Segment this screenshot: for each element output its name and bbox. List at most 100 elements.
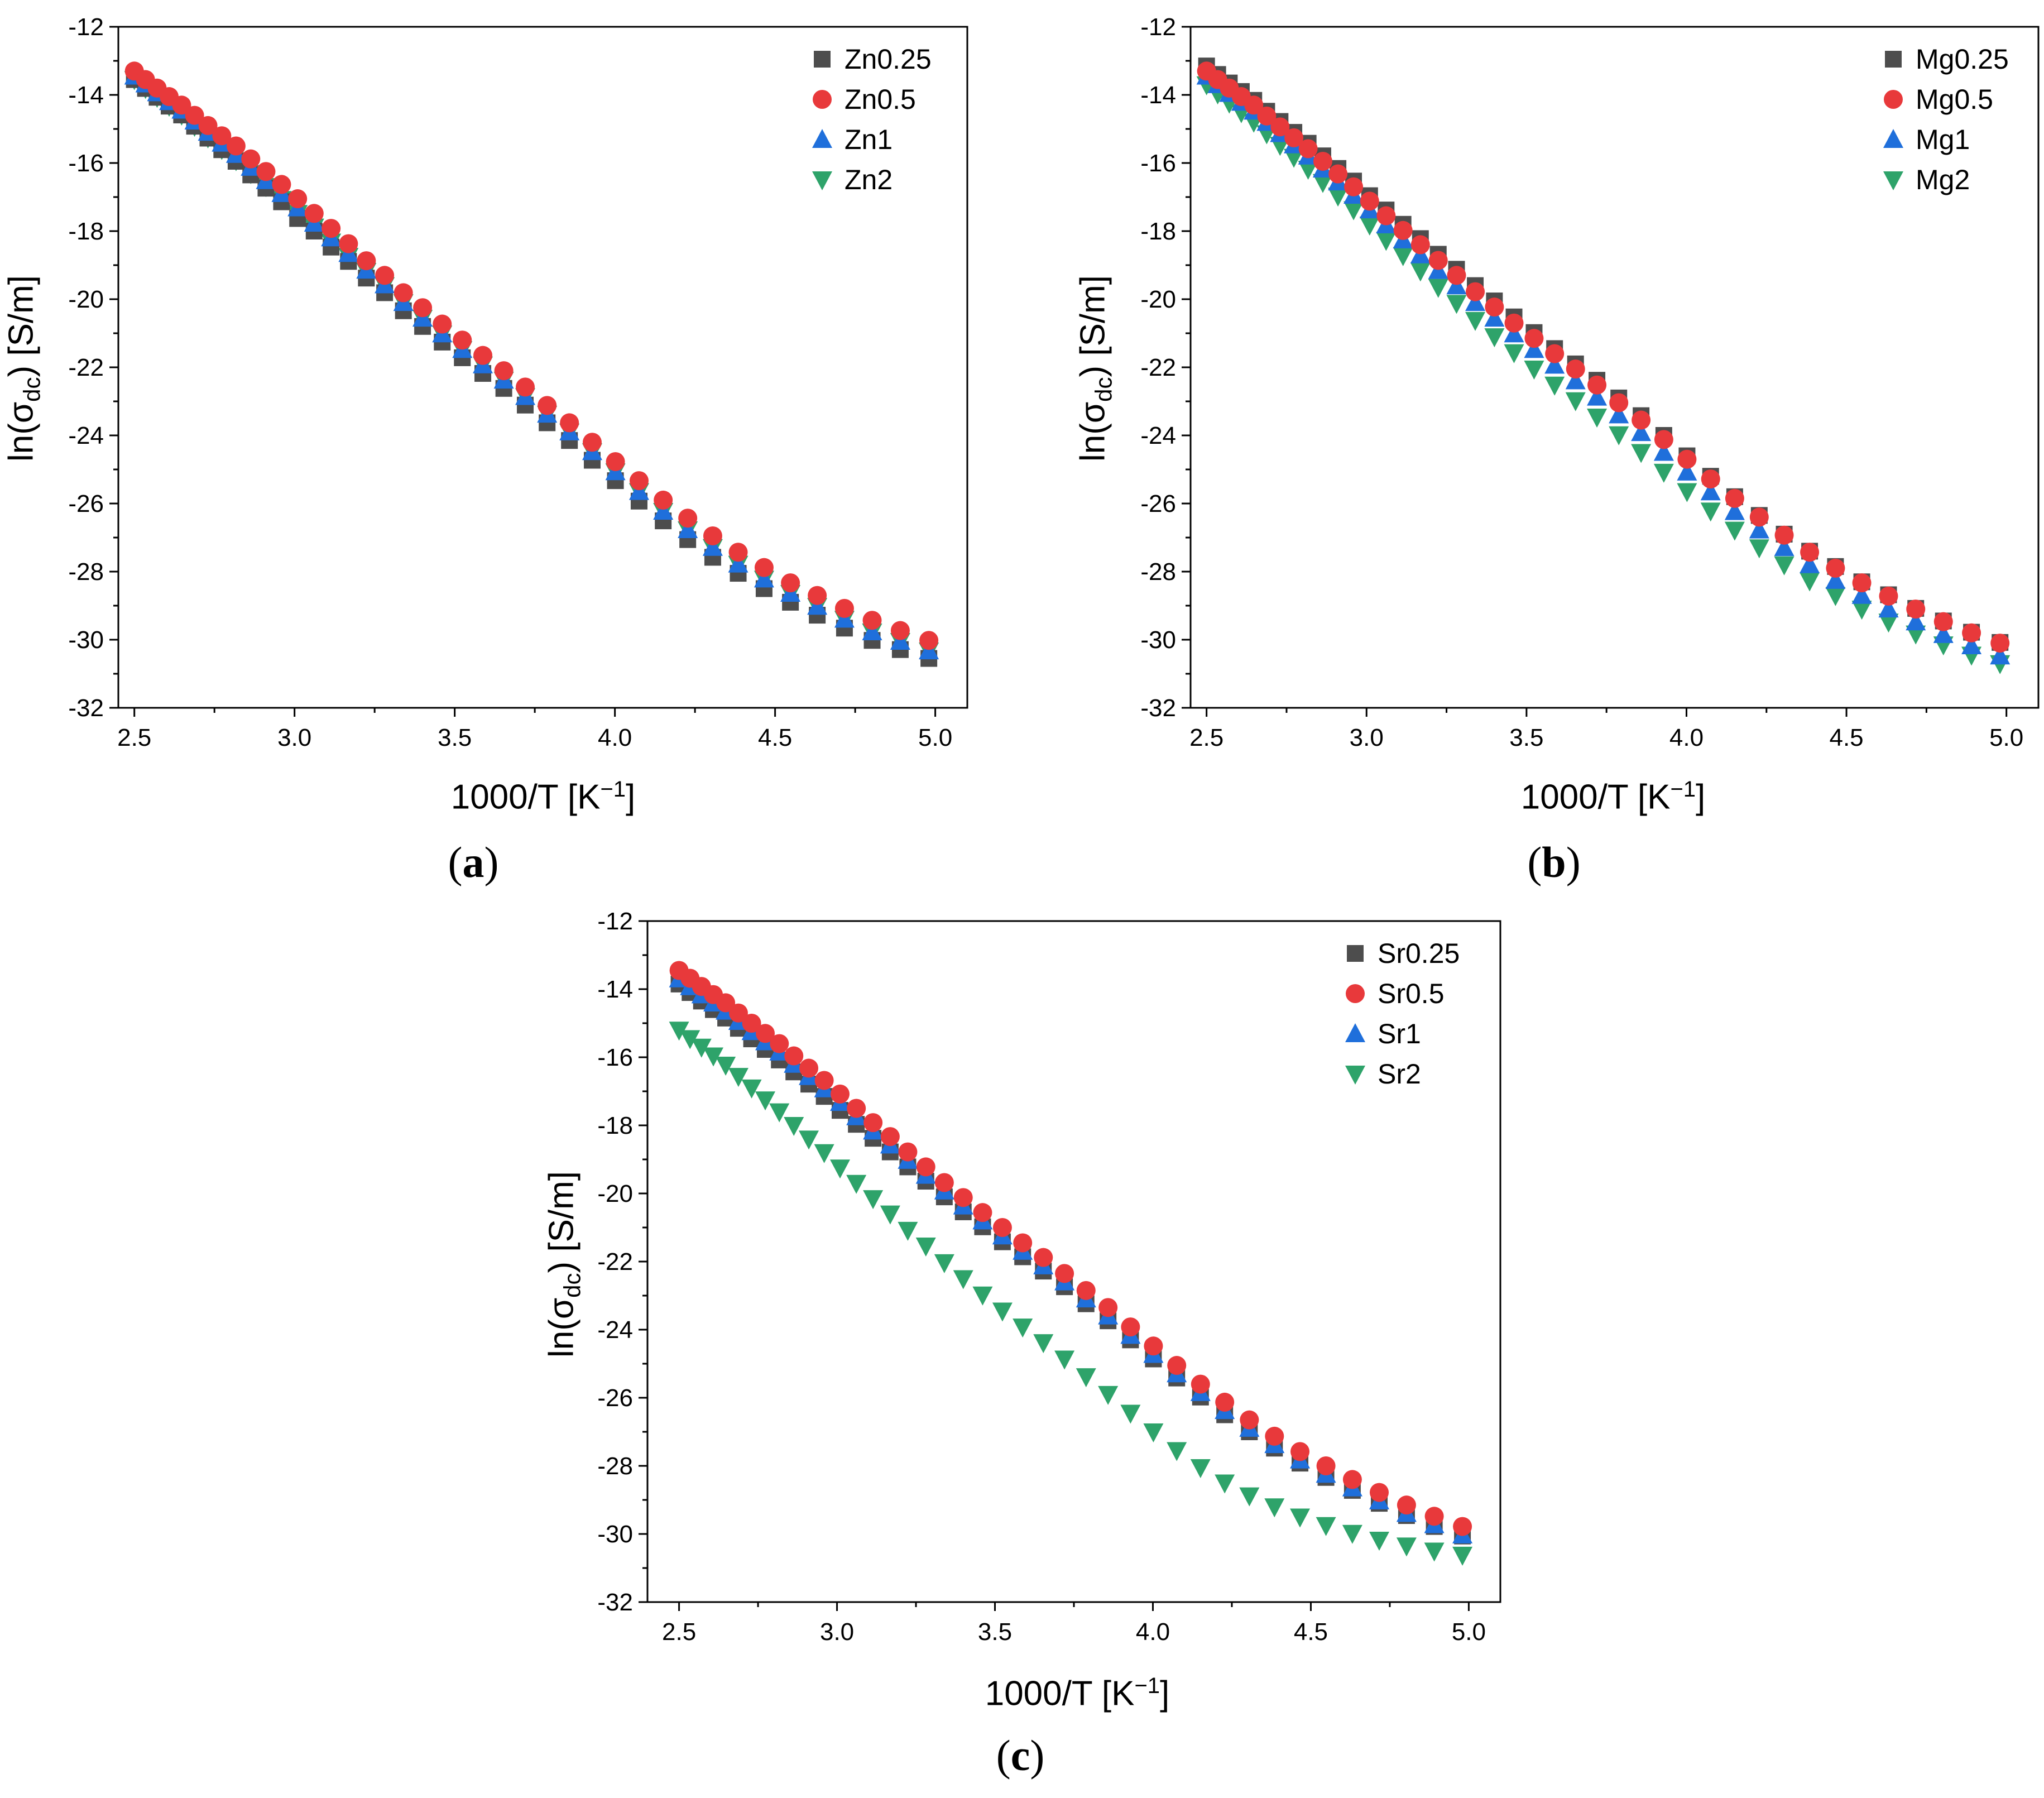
data-point-Mg2 [1446,295,1467,314]
caption-c: (c) [996,1731,1045,1780]
data-point-Sr2 [669,1022,689,1041]
data-point-Mg0.5 [1244,95,1264,115]
data-point-Sr0.5 [934,1173,954,1192]
legend-label-Sr0.25: Sr0.25 [1378,938,1460,969]
legend-marker-Mg0.25 [1885,51,1902,68]
y-tick-label-b: -30 [1140,626,1176,654]
data-point-Sr2 [1143,1423,1164,1442]
y-tick-label-a: -12 [68,13,104,41]
data-point-Sr2 [1369,1531,1390,1551]
legend-marker-Zn0.5 [813,90,832,109]
data-point-Mg1 [1609,404,1629,424]
data-point-Mg1 [1990,645,2011,665]
y-tick-label-a: -16 [68,150,104,177]
data-point-Mg0.5 [1654,430,1673,449]
data-point-Sr2 [863,1190,884,1210]
data-point-Sr2 [1098,1385,1119,1405]
data-point-Mg0.5 [1376,206,1396,226]
x-tick-label-c: 3.0 [820,1618,854,1646]
legend-marker-Sr0.5 [1346,984,1365,1003]
y-tick-label-c: -28 [597,1452,633,1480]
data-point-Mg2 [1284,148,1304,168]
data-point-Zn1 [890,631,910,650]
data-point-Sr2 [1316,1517,1336,1536]
x-tick-label-b: 4.0 [1669,724,1704,751]
data-point-Zn0.5 [834,598,854,618]
data-point-Mg0.5 [1587,375,1607,395]
data-point-Mg2 [1393,247,1413,266]
data-point-Mg2 [1631,444,1652,463]
data-point-Mg0.5 [1906,600,1926,619]
data-point-Zn0.5 [754,558,774,577]
data-point-Zn0.5 [256,162,276,181]
data-point-Mg1 [1906,611,1926,631]
data-point-Mg2 [1774,556,1795,576]
y-tick-label-c: -12 [597,908,633,935]
data-point-Sr0.5 [1370,1483,1389,1502]
data-point-Zn0.5 [339,234,358,253]
y-tick-label-c: -22 [597,1248,633,1276]
data-point-Mg1 [1565,370,1586,390]
data-point-Sr0.5 [756,1024,775,1043]
plot-panel-a: 2.5 3.0 3.5 4.0 4.5 5.0 -12 -14 -16 -18 -20 -22 -24 -… [68,13,968,751]
caption-a: (a) [448,838,499,886]
legend-label-Zn0.25: Zn0.25 [845,44,932,75]
data-point-Sr2 [1033,1334,1054,1354]
legend-c: Sr0.25 Sr0.5 Sr1 Sr2 [1345,938,1460,1090]
data-point-Zn0.5 [516,377,535,397]
data-point-Zn1 [807,596,828,615]
data-point-Zn0.5 [226,136,246,156]
data-point-Mg2 [1298,160,1318,180]
data-point-Mg1 [1544,354,1565,374]
data-point-Mg2 [1328,188,1349,207]
data-point-Mg1 [1631,422,1652,442]
data-point-Sr2 [880,1205,900,1225]
data-point-Zn1 [702,536,723,556]
data-point-Mg0.5 [1962,623,1981,643]
data-point-Sr2 [1190,1459,1211,1479]
data-point-Zn0.5 [703,526,722,545]
data-point-Mg0.5 [1990,634,2010,653]
data-point-Sr0.5 [728,1003,748,1023]
data-point-Mg0.5 [1393,220,1413,240]
legend-marker-Zn2 [812,171,832,190]
data-point-Mg0.5 [1800,543,1820,562]
data-point-Sr2 [1013,1318,1033,1338]
series-Sr2 [669,1022,1473,1566]
plot-panel-b: 2.5 3.0 3.5 4.0 4.5 5.0 -12 -14 -16 -18 -20 -22 -24 -… [1140,13,2040,751]
data-point-Sr0.5 [1098,1298,1118,1317]
data-point-Zn0.5 [394,283,413,303]
data-point-Sr2 [814,1144,834,1163]
data-point-Mg1 [1933,624,1954,643]
y-tick-label-b: -32 [1140,694,1176,722]
data-point-Mg1 [1878,598,1899,618]
y-tick-label-b: -20 [1140,286,1176,313]
data-point-Sr2 [1167,1442,1187,1461]
y-tick-label-c: -32 [597,1589,633,1616]
x-axis-title-c: 1000/T [K−1] [985,1674,1170,1713]
x-tick-label-c: 3.5 [978,1618,1012,1646]
data-point-Sr0.5 [1055,1264,1074,1283]
data-point-Mg2 [1653,463,1674,483]
data-point-Mg0.5 [1313,151,1332,171]
data-point-Mg1 [1700,481,1721,501]
legend-a: Zn0.25 Zn0.5 Zn1 Zn2 [812,44,932,195]
x-tick-label-a: 5.0 [918,724,952,751]
legend-marker-Mg0.5 [1884,90,1903,109]
data-point-Mg0.5 [1485,298,1504,317]
data-point-Zn1 [834,608,855,628]
legend-label-Mg2: Mg2 [1916,164,1970,195]
y-tick-label-c: -20 [597,1180,633,1207]
data-point-Mg0.5 [1632,410,1651,430]
legend-label-Mg1: Mg1 [1916,124,1970,155]
data-point-Mg2 [1376,232,1397,251]
data-point-Sr2 [992,1302,1013,1322]
data-point-Sr2 [1054,1350,1075,1370]
data-point-Mg2 [1504,344,1524,363]
data-point-Mg2 [1484,328,1505,348]
data-point-Mg2 [1851,601,1872,620]
data-point-Sr0.5 [1424,1507,1444,1526]
y-tick-label-b: -26 [1140,490,1176,517]
data-point-Sr2 [934,1254,954,1273]
data-point-Zn1 [754,568,774,588]
